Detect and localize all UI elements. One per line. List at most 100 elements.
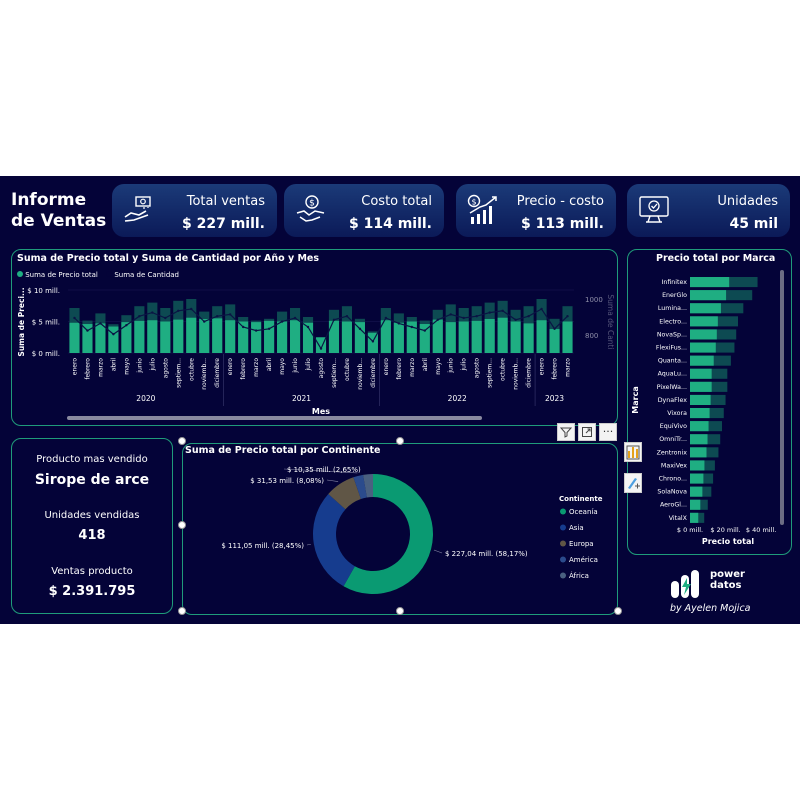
brand-chart-svg: Infinitex EnerGlo Lumina... Electro... NovaS… [631,277,776,546]
qty-point [138,315,141,318]
price-bar [160,321,171,353]
trend-chart-panel[interactable]: Suma de Precio total y Suma de Cantidad … [11,249,618,426]
y-tick-label: $ 10 mill. [27,287,60,295]
brand-x-tick: $ 20 mill. [710,526,740,534]
brand-label: DynaFlex [658,397,688,404]
price-bar [419,324,430,353]
kpi-total-ventas[interactable]: Total ventas $ 227 mill. [112,184,277,237]
brand-bar [690,355,714,366]
format-visual-icon[interactable] [624,473,642,493]
qty-point [112,333,115,336]
monitor-check-icon [639,196,669,223]
qty-point [371,340,375,343]
price-bar [108,326,119,353]
more-options-button[interactable]: ··· [599,423,617,441]
month-label: octubre [344,358,351,381]
kpi-unidades[interactable]: Unidades 45 mil [627,184,790,237]
month-label: agosto [318,358,325,379]
month-label: junio [136,358,143,374]
donut-chart-panel[interactable]: Suma de Precio total por Continente $ 22… [182,443,618,615]
focus-mode-icon[interactable] [578,423,596,441]
legend-dot [560,572,566,579]
qty-point [553,327,556,330]
qty-point [449,313,452,316]
qty-point [488,311,491,314]
qty-point [280,320,284,323]
trend-chart-title: Suma de Precio total y Suma de Cantidad … [17,253,320,264]
qty-point [241,325,245,329]
kpi-precio-costo[interactable]: $ Precio - costo $ 113 mill. [456,184,616,237]
price-bar [277,321,288,353]
legend-dot [560,540,566,547]
month-label: octubre [188,358,195,381]
price-bar [95,323,106,353]
resize-handle-bottom-right[interactable] [614,607,622,615]
brand-label: Lumina... [658,305,687,312]
resize-handle-left[interactable] [178,521,186,529]
price-bar [432,319,443,353]
price-bar [471,320,482,353]
units-sold-label: Unidades vendidas [44,510,140,521]
price-bar [199,318,210,353]
donut-slice-asia [313,493,355,587]
month-label: diciembre [214,358,221,388]
kpi-costo-total[interactable]: $ Costo total $ 114 mill. [284,184,444,237]
qty-point [228,313,232,316]
brand-bar [690,486,703,497]
price-bar [251,322,262,353]
resize-handle-top-left[interactable] [178,437,186,445]
donut-legend-title: Continente [559,495,603,503]
qty-point [540,307,543,311]
qty-point [345,315,349,318]
donut-data-label: $ 227,04 mill. (58,17%) [445,550,528,558]
report-title-line2: de Ventas [11,211,107,231]
qty-point [216,315,219,318]
trend-legend: Suma de Precio total Suma de Cantidad [17,271,179,279]
brand-label: EnerGlo [662,292,687,299]
price-bar [238,321,249,353]
resize-handle-top[interactable] [396,437,404,445]
brand-label: AeroGl... [660,502,687,509]
donut-data-label: $ 10,35 mill. (2,65%) [287,466,361,474]
brand-bar [690,512,699,523]
x-axis-label: Mes [312,407,330,416]
build-visual-icon[interactable] [624,442,642,462]
month-label: julio [461,358,468,372]
brand-scrollbar[interactable] [780,270,784,525]
qty-point [254,329,258,332]
best-product-label: Producto mas vendido [36,454,148,465]
month-label: noviemb... [513,358,520,390]
brand-chart-panel[interactable]: Precio total por Marca Infinitex EnerGlo L… [627,249,792,555]
kpi-costo-total-label: Costo total [361,194,432,209]
brand-label: OmniTr... [659,436,687,443]
resize-handle-bottom-left[interactable] [178,607,186,615]
qty-point [527,315,530,318]
price-bar [173,319,184,353]
report-title-line1: Informe [11,190,87,210]
trend-scrollbar[interactable] [67,416,482,420]
price-bar [82,324,93,353]
price-bar [341,321,353,353]
legend-dot [560,524,566,531]
qty-point [410,325,414,329]
y2-tick-label: 800 [585,332,598,340]
qty-point [319,347,323,350]
brand-y-axis-label: Marca [631,386,640,413]
month-label: abril [266,358,273,372]
year-label: 2021 [292,394,311,403]
power-datos-logo: power datos by Ayelen Mojica [667,565,792,615]
donut-leader-line [326,479,339,482]
legend-label: América [569,556,598,564]
month-label: abril [422,358,429,372]
logo-line2: datos [710,580,742,591]
kpi-total-ventas-label: Total ventas [186,194,265,209]
month-label: marzo [409,358,416,377]
filter-icon[interactable] [557,423,575,441]
resize-handle-bottom[interactable] [396,607,404,615]
brand-label: AquaLu... [658,371,687,378]
price-bar [147,320,158,353]
month-label: diciembre [526,358,533,388]
donut-leader-line [306,543,311,546]
month-label: febrero [84,358,91,380]
price-bar [186,317,197,353]
